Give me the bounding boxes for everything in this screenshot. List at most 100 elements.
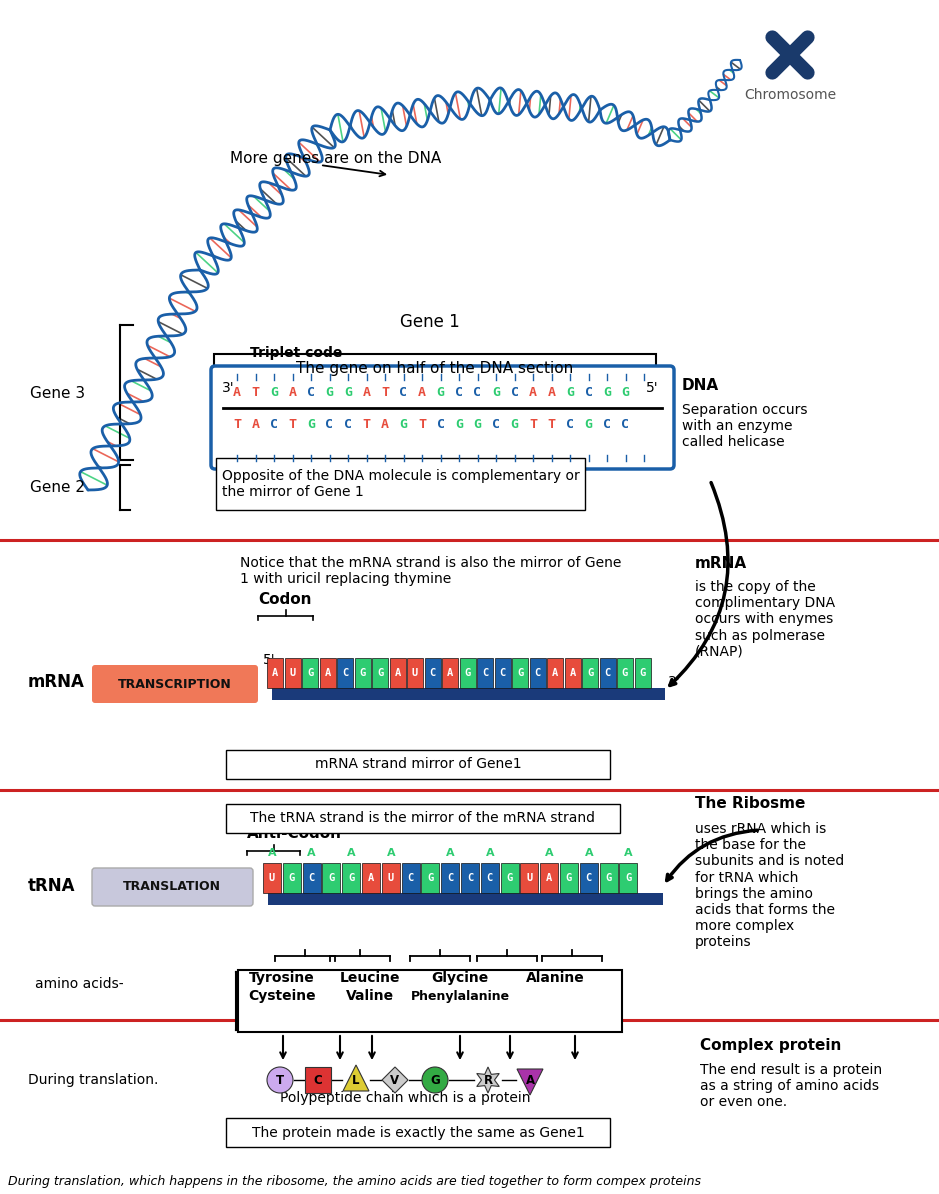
Text: A: A [307,848,316,858]
Text: A: A [394,667,401,678]
Text: G: G [606,873,611,884]
Text: G: G [625,873,632,884]
Text: Triplet code: Triplet code [250,346,343,361]
Text: G: G [511,419,518,431]
Text: G: G [270,387,278,400]
Text: A: A [447,667,454,678]
Circle shape [769,66,779,75]
Bar [635,658,651,688]
Bar [322,863,341,893]
Text: G: G [473,419,482,431]
Text: G: G [492,387,500,400]
Polygon shape [517,1069,543,1095]
Text: A: A [346,848,356,858]
Bar [540,863,558,893]
Bar [442,658,458,688]
Bar [302,863,320,893]
Text: T: T [547,419,556,431]
FancyBboxPatch shape [226,804,620,833]
Bar [520,863,538,893]
Bar [582,658,598,688]
Text: amino acids-: amino acids- [35,977,124,991]
Text: C: C [447,873,454,884]
Bar [372,658,388,688]
Text: G: G [516,667,523,678]
Text: C: C [534,667,541,678]
Text: Cysteine: Cysteine [248,989,316,1003]
Text: C: C [344,419,352,431]
Text: Gene 3: Gene 3 [30,386,85,400]
Text: mRNA: mRNA [28,673,85,691]
Bar [362,863,380,893]
Text: C: C [473,387,482,400]
Text: A: A [268,848,276,858]
Bar [441,863,459,893]
Text: G: G [430,1073,439,1087]
Circle shape [801,66,810,75]
Text: A: A [529,387,537,400]
Text: G: G [307,667,313,678]
Bar [337,658,353,688]
Text: C: C [586,873,592,884]
Polygon shape [343,1065,369,1091]
Text: Leucine: Leucine [340,971,400,985]
FancyBboxPatch shape [238,970,622,1032]
Bar [600,863,618,893]
Text: T: T [381,387,389,400]
Bar [617,658,633,688]
Circle shape [769,35,779,44]
Bar [422,863,439,893]
Bar [319,658,335,688]
Text: A: A [569,667,576,678]
Text: R: R [484,1073,493,1087]
Text: The tRNA strand is the mirror of the mRNA strand: The tRNA strand is the mirror of the mRN… [251,812,595,825]
FancyBboxPatch shape [92,665,258,703]
FancyBboxPatch shape [92,868,253,906]
Text: C: C [603,419,611,431]
Text: A: A [252,419,259,431]
Text: C: C [429,667,436,678]
Text: C: C [622,419,629,431]
Text: During translation.: During translation. [28,1073,159,1087]
Text: Valine: Valine [346,989,394,1003]
Text: C: C [342,667,348,678]
Bar [272,688,665,700]
Bar [302,658,318,688]
Text: A: A [368,873,374,884]
Text: V: V [391,1073,400,1087]
Bar [407,658,423,688]
Text: G: G [587,667,593,678]
Text: A: A [624,848,633,858]
Bar [461,863,479,893]
Text: 3': 3' [668,675,681,689]
Text: C: C [511,387,518,400]
Text: Opposite of the DNA molecule is complementary or
the mirror of Gene 1: Opposite of the DNA molecule is compleme… [222,469,579,499]
Text: TRANSCRIPTION: TRANSCRIPTION [118,677,232,690]
Bar [579,863,598,893]
FancyBboxPatch shape [216,458,585,510]
Text: L: L [352,1073,360,1087]
Text: T: T [529,419,537,431]
Text: Phenylalanine: Phenylalanine [410,990,510,1003]
Text: C: C [482,667,488,678]
Text: 3': 3' [222,381,235,395]
Text: C: C [408,873,414,884]
Text: Anti-Codon: Anti-Codon [247,826,342,841]
Text: mRNA: mRNA [695,556,747,571]
Text: G: G [377,667,383,678]
Text: G: G [437,387,444,400]
Polygon shape [477,1067,500,1093]
Text: A: A [485,848,494,858]
Text: A: A [526,1073,534,1087]
Text: A: A [387,848,395,858]
Text: A: A [418,387,426,400]
Text: C: C [486,873,493,884]
Text: C: C [437,419,444,431]
Text: The Ribosme: The Ribosme [695,796,806,811]
Text: T: T [233,419,241,431]
Text: A: A [552,667,558,678]
Bar [481,863,499,893]
Text: G: G [584,419,593,431]
Text: G: G [360,667,365,678]
Text: G: G [455,419,463,431]
